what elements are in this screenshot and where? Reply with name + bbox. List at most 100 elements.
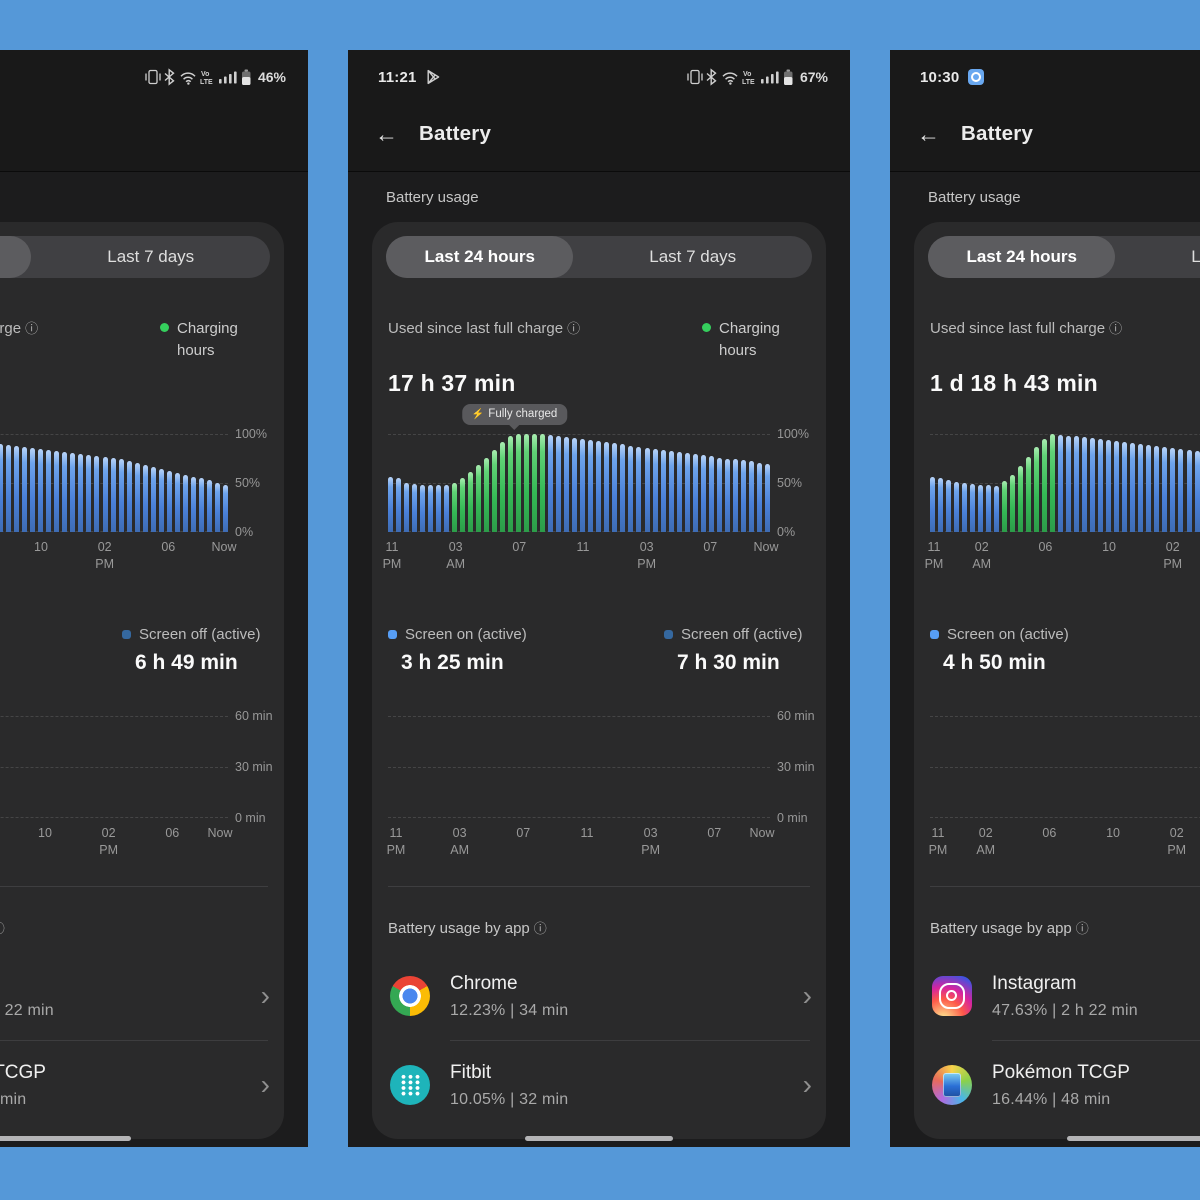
charging-dot-icon <box>160 323 169 332</box>
battery-bar <box>1106 439 1112 532</box>
battery-bar <box>572 437 578 532</box>
battery-bar <box>716 457 722 532</box>
battery-bar <box>1146 444 1152 532</box>
battery-bar <box>556 435 562 532</box>
battery-bar <box>1058 434 1064 532</box>
screen-chart-plot <box>930 716 1200 818</box>
battery-bar <box>142 465 148 532</box>
x-axis-label: 11 <box>580 826 594 840</box>
tab-last-24-hours[interactable]: Last 24 hours <box>386 236 574 278</box>
tab-last-7-days[interactable]: Last 7 days <box>649 247 737 266</box>
battery-bar <box>668 450 674 532</box>
screen-on-duration: 3 h 25 min <box>401 651 504 674</box>
wifi-icon <box>722 72 738 85</box>
battery-bar <box>644 447 650 532</box>
battery-bar <box>126 461 132 532</box>
screen-chart-x-axis: 10PM02AM061002PM06Now <box>0 825 233 863</box>
charging-bar <box>1018 466 1024 532</box>
screen-chart-plot <box>0 716 228 818</box>
battery-bar <box>70 452 76 532</box>
battery-bar <box>214 483 220 532</box>
battery-bar <box>946 480 952 532</box>
info-icon[interactable]: ⓘ <box>25 321 39 336</box>
battery-bar <box>652 448 658 532</box>
charging-bar <box>452 483 458 532</box>
tab-last-24-hours[interactable]: Last 24 hours <box>0 236 32 278</box>
fully-charged-tooltip: ⚡ Fully charged <box>461 404 568 425</box>
battery-bar <box>14 445 20 532</box>
app-text: Instagram 47.63% | 2 h 22 min <box>0 973 54 1020</box>
app-text: Fitbit 10.05% | 32 min <box>450 1062 568 1109</box>
x-axis-label: 07 <box>512 540 527 554</box>
app-name: Pokémon TCGP <box>0 1061 46 1083</box>
battery-chart-x-axis: 10PM02AM061002PM06Now <box>0 539 237 577</box>
battery-bar <box>62 451 68 532</box>
info-icon[interactable]: ⓘ <box>0 921 5 936</box>
back-arrow-icon[interactable]: ← <box>375 120 398 147</box>
battery-bar <box>994 485 1000 532</box>
pokemon-app-icon <box>932 1065 972 1105</box>
charging-bar <box>1026 456 1032 532</box>
battery-percent-text: 67% <box>799 69 828 85</box>
screen-chart-plot <box>388 716 770 818</box>
bluetooth-icon <box>164 68 175 86</box>
info-icon[interactable]: ⓘ <box>567 321 581 336</box>
navigation-handle[interactable] <box>1067 1136 1200 1141</box>
battery-chart-plot <box>0 434 228 532</box>
charging-hours-legend: Charging hours <box>160 318 272 362</box>
tab-last-24-hours[interactable]: Last 24 hours <box>928 236 1116 278</box>
battery-icon <box>241 69 251 85</box>
battery-level-chart: 100%50%0% 11PM02AM061002PM06Now <box>925 434 1200 577</box>
x-axis-label: 06 <box>165 826 180 840</box>
app-text: Pokémon TCGP 16.44% | 48 min <box>992 1062 1130 1109</box>
y-axis-label: 30 min <box>235 760 273 774</box>
charging-hours-legend: Charging hours <box>702 318 814 362</box>
section-divider <box>0 886 268 887</box>
screen-off-legend: Screen off (active) <box>122 626 260 643</box>
y-axis-label: 50% <box>235 476 261 490</box>
y-axis-label: 0 min <box>777 811 808 825</box>
vibrate-icon <box>687 69 703 85</box>
app-text: Instagram 47.63% | 2 h 22 min <box>992 973 1138 1020</box>
charging-bar <box>460 478 466 532</box>
charging-bar <box>492 449 498 532</box>
screen-on-legend: Screen on (active) <box>388 626 527 643</box>
battery-bar <box>700 454 706 532</box>
chat-notification-icon <box>968 69 985 85</box>
battery-bar <box>118 459 124 532</box>
battery-bar <box>684 452 690 532</box>
info-icon[interactable]: ⓘ <box>1075 921 1089 936</box>
navigation-handle[interactable] <box>525 1136 673 1141</box>
navigation-handle[interactable] <box>0 1136 131 1141</box>
screen-time-chart: 60 min 30 min 0 min 11 PM 03 AM 07 11 03 PM 07 Now <box>387 709 815 863</box>
signal-icon <box>760 71 779 84</box>
play-store-notification-icon <box>426 69 441 85</box>
battery-bar <box>412 483 418 532</box>
app-usage-stats: 47.63% | 2 h 22 min <box>0 1001 54 1019</box>
x-axis-label: 03 PM <box>641 826 660 857</box>
battery-bar <box>150 467 156 532</box>
x-axis-label: 06 <box>1038 540 1053 554</box>
back-arrow-icon[interactable]: ← <box>917 120 940 147</box>
app-usage-row[interactable]: Chrome 12.23% | 34 min › <box>372 952 826 1040</box>
info-icon[interactable]: ⓘ <box>533 921 547 936</box>
app-usage-stats: 16.44% | 48 min <box>0 1090 27 1108</box>
tab-last-7-days[interactable]: Last 7 days <box>107 247 195 266</box>
info-icon[interactable]: ⓘ <box>1109 321 1123 336</box>
battery-bar <box>166 471 172 532</box>
y-axis-label: 0% <box>777 525 796 539</box>
y-axis-label: 0% <box>235 525 254 539</box>
screen-on-dot-icon <box>388 630 397 639</box>
x-axis-label: 11 PM <box>382 540 402 571</box>
tab-last-7-days[interactable]: Last 7 days <box>1191 247 1200 266</box>
battery-bar <box>986 484 992 532</box>
app-usage-row[interactable]: Fitbit 10.05% | 32 min › <box>372 1041 826 1129</box>
